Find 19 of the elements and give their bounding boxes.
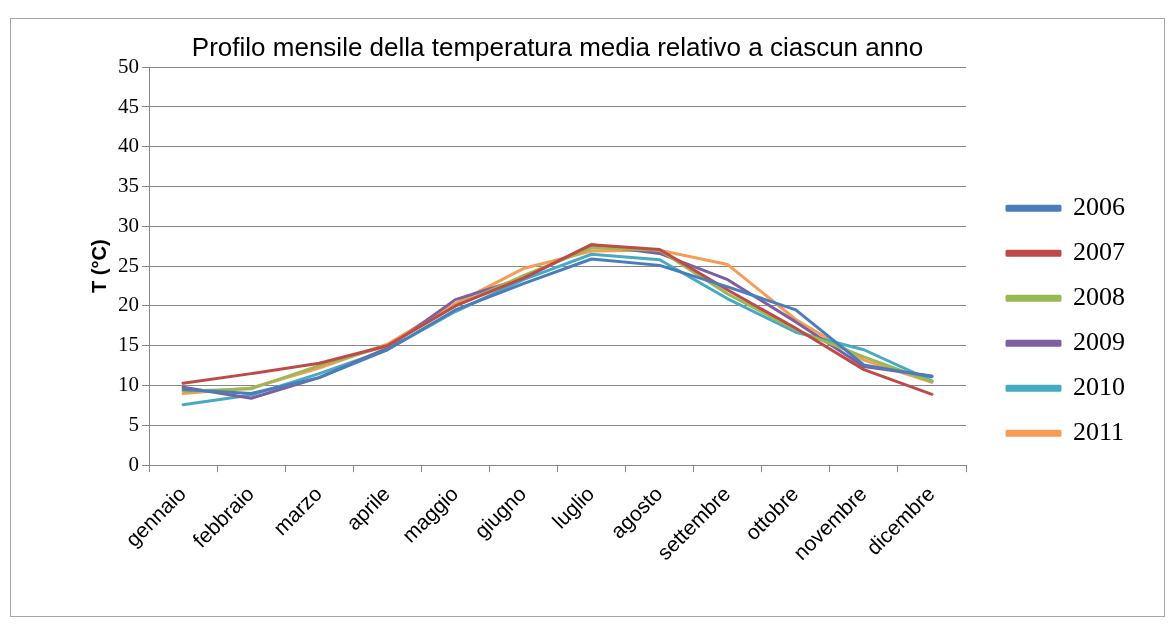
legend-label: 2010	[1073, 371, 1125, 401]
y-tick-label: 35	[118, 173, 139, 198]
y-tick-label: 30	[118, 212, 139, 237]
y-tick-label: 45	[118, 93, 139, 118]
y-tick-label: 0	[128, 451, 139, 476]
y-tick-label: 20	[118, 292, 139, 317]
y-tick-label: 50	[118, 53, 139, 78]
legend-label: 2008	[1073, 281, 1125, 311]
y-tick-label: 10	[118, 372, 139, 397]
legend-label: 2006	[1073, 191, 1125, 221]
y-tick-label: 5	[128, 411, 139, 436]
chart-title: Profilo mensile della temperatura media relativo a ciascun anno	[191, 31, 924, 62]
y-tick-label: 25	[118, 252, 139, 277]
y-axis-title: T (°C)	[87, 239, 110, 293]
legend-label: 2009	[1073, 326, 1125, 356]
y-tick-label: 40	[118, 133, 139, 158]
legend-label: 2007	[1073, 236, 1125, 266]
legend-label: 2011	[1073, 416, 1125, 446]
y-tick-label: 15	[118, 332, 139, 357]
